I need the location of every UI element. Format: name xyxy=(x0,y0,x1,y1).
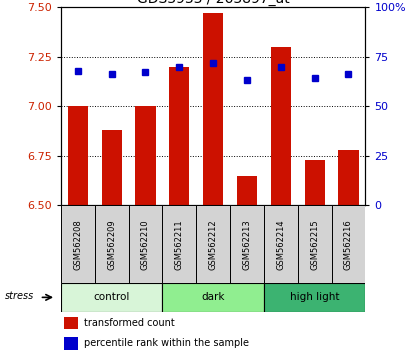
Bar xyxy=(135,106,156,205)
Text: GSM562209: GSM562209 xyxy=(107,219,116,270)
Text: percentile rank within the sample: percentile rank within the sample xyxy=(84,338,249,348)
Bar xyxy=(61,283,163,312)
Bar xyxy=(163,283,264,312)
Text: transformed count: transformed count xyxy=(84,318,174,328)
Title: GDS3933 / 263897_at: GDS3933 / 263897_at xyxy=(137,0,289,6)
Bar xyxy=(264,205,298,283)
Bar xyxy=(270,47,291,205)
Bar xyxy=(237,176,257,205)
Bar xyxy=(129,205,163,283)
Bar xyxy=(95,205,129,283)
Text: GSM562216: GSM562216 xyxy=(344,219,353,270)
Text: GSM562213: GSM562213 xyxy=(242,219,252,270)
Bar xyxy=(169,67,189,205)
Bar xyxy=(304,160,325,205)
Text: dark: dark xyxy=(202,292,225,302)
Bar xyxy=(163,205,196,283)
Text: stress: stress xyxy=(5,291,34,301)
Text: GSM562210: GSM562210 xyxy=(141,219,150,270)
Bar xyxy=(331,205,365,283)
Bar xyxy=(64,316,78,329)
Text: high light: high light xyxy=(290,292,339,302)
Bar xyxy=(196,205,230,283)
Bar xyxy=(102,130,122,205)
Text: GSM562208: GSM562208 xyxy=(74,219,82,270)
Bar xyxy=(61,205,95,283)
Text: GSM562211: GSM562211 xyxy=(175,219,184,270)
Text: GSM562212: GSM562212 xyxy=(209,219,218,270)
Bar xyxy=(203,13,223,205)
Bar xyxy=(64,337,78,350)
Bar xyxy=(264,283,365,312)
Text: GSM562215: GSM562215 xyxy=(310,219,319,270)
Bar xyxy=(298,205,331,283)
Text: GSM562214: GSM562214 xyxy=(276,219,285,270)
Bar xyxy=(230,205,264,283)
Bar xyxy=(339,150,359,205)
Bar xyxy=(68,106,88,205)
Text: control: control xyxy=(94,292,130,302)
